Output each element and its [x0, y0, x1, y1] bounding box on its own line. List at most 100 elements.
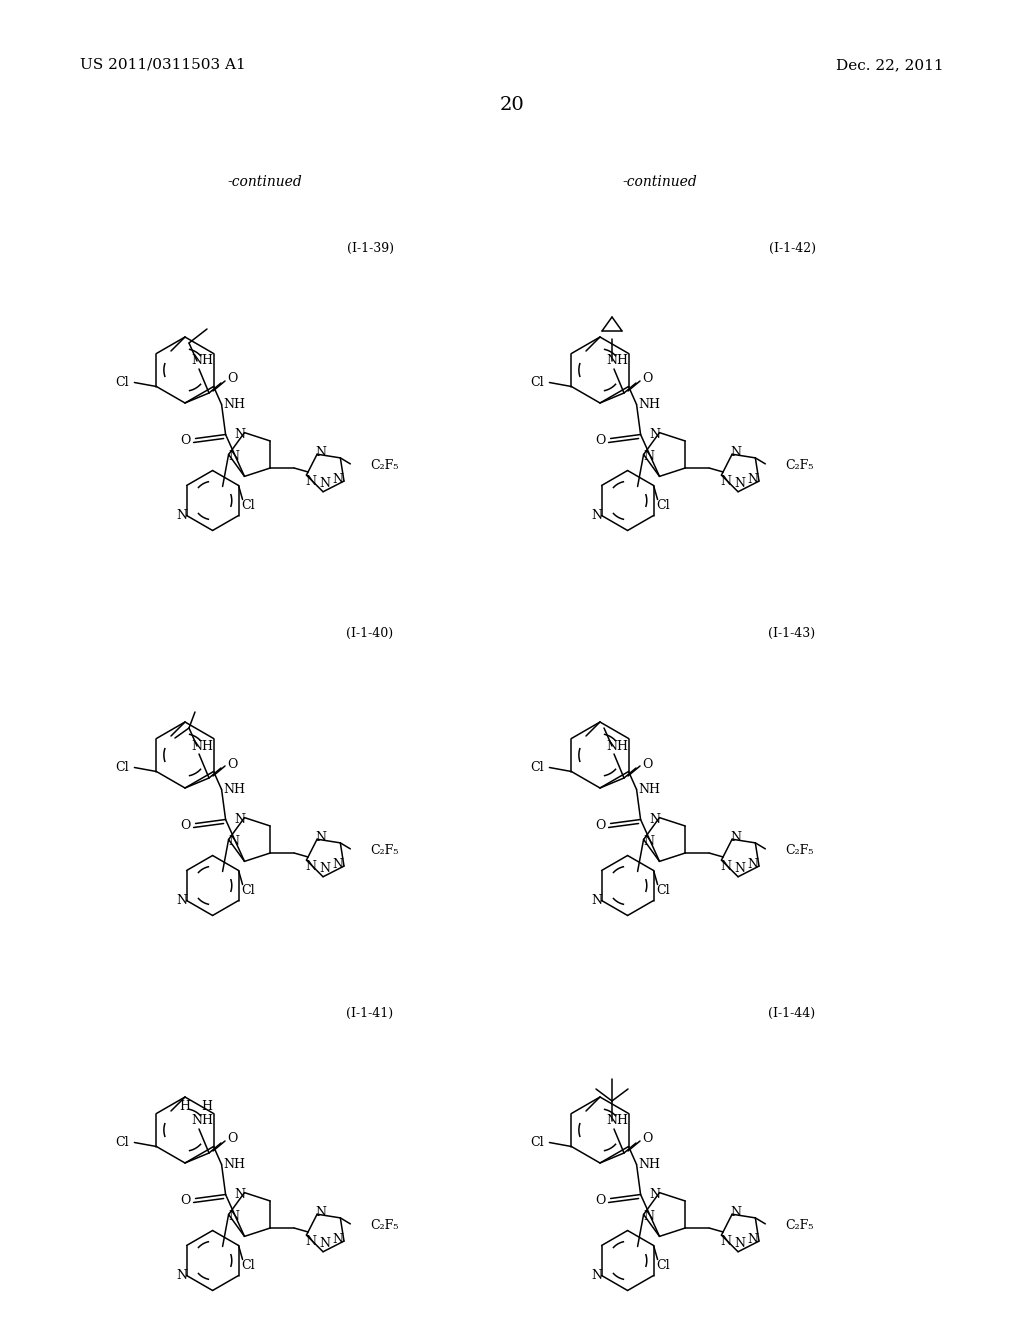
Text: H: H [233, 399, 245, 411]
Text: Cl: Cl [656, 884, 671, 898]
Text: C₂F₅: C₂F₅ [785, 459, 814, 473]
Text: (I-1-39): (I-1-39) [346, 242, 393, 255]
Text: N: N [333, 858, 343, 871]
Text: Cl: Cl [116, 762, 129, 774]
Text: N: N [223, 1158, 234, 1171]
Text: N: N [748, 858, 759, 871]
Text: N: N [315, 446, 327, 458]
Text: O: O [642, 372, 652, 385]
Text: N: N [191, 355, 203, 367]
Text: 20: 20 [500, 96, 524, 114]
Text: N: N [191, 1114, 203, 1127]
Text: N: N [720, 475, 731, 487]
Text: N: N [606, 739, 617, 752]
Text: H: H [202, 1114, 213, 1127]
Text: N: N [639, 1158, 649, 1171]
Text: Cl: Cl [116, 1137, 129, 1148]
Text: Cl: Cl [242, 499, 255, 512]
Text: N: N [643, 1210, 654, 1224]
Text: N: N [748, 473, 759, 486]
Text: N: N [734, 1237, 745, 1250]
Text: H: H [616, 355, 628, 367]
Text: Cl: Cl [530, 1137, 544, 1148]
Text: N: N [319, 478, 331, 490]
Text: H: H [202, 739, 213, 752]
Text: N: N [315, 830, 327, 843]
Text: N: N [305, 475, 316, 487]
Text: N: N [606, 1114, 617, 1127]
Text: N: N [315, 1205, 327, 1218]
Text: N: N [649, 813, 660, 826]
Text: (I-1-44): (I-1-44) [768, 1006, 815, 1019]
Text: O: O [226, 372, 238, 385]
Text: H: H [616, 739, 628, 752]
Text: H: H [616, 1114, 628, 1127]
Text: -continued: -continued [623, 176, 697, 189]
Text: C₂F₅: C₂F₅ [371, 1220, 398, 1233]
Text: O: O [180, 1195, 190, 1206]
Text: N: N [639, 783, 649, 796]
Text: H: H [648, 399, 659, 411]
Text: H: H [202, 1101, 213, 1114]
Text: N: N [606, 355, 617, 367]
Text: N: N [233, 813, 245, 826]
Text: N: N [228, 450, 239, 463]
Text: (I-1-40): (I-1-40) [346, 627, 393, 639]
Text: N: N [591, 510, 602, 521]
Text: H: H [179, 1101, 190, 1114]
Text: N: N [305, 1234, 316, 1247]
Text: O: O [595, 818, 606, 832]
Text: (I-1-43): (I-1-43) [768, 627, 815, 639]
Text: (I-1-41): (I-1-41) [346, 1006, 393, 1019]
Text: N: N [649, 1188, 660, 1201]
Text: C₂F₅: C₂F₅ [785, 845, 814, 858]
Text: N: N [228, 836, 239, 847]
Text: N: N [333, 1233, 343, 1246]
Text: H: H [202, 355, 213, 367]
Text: N: N [720, 1234, 731, 1247]
Text: N: N [223, 399, 234, 411]
Text: C₂F₅: C₂F₅ [371, 845, 398, 858]
Text: O: O [180, 434, 190, 447]
Text: O: O [595, 1195, 606, 1206]
Text: H: H [648, 1158, 659, 1171]
Text: O: O [226, 758, 238, 771]
Text: H: H [233, 1158, 245, 1171]
Text: N: N [176, 894, 187, 907]
Text: N: N [228, 1210, 239, 1224]
Text: N: N [591, 1269, 602, 1282]
Text: N: N [639, 399, 649, 411]
Text: Cl: Cl [242, 1259, 255, 1272]
Text: O: O [180, 818, 190, 832]
Text: Cl: Cl [530, 376, 544, 389]
Text: O: O [595, 434, 606, 447]
Text: N: N [176, 510, 187, 521]
Text: US 2011/0311503 A1: US 2011/0311503 A1 [80, 58, 246, 73]
Text: C₂F₅: C₂F₅ [785, 1220, 814, 1233]
Text: N: N [176, 1269, 187, 1282]
Text: H: H [233, 783, 245, 796]
Text: N: N [734, 478, 745, 490]
Text: N: N [305, 859, 316, 873]
Text: Dec. 22, 2011: Dec. 22, 2011 [837, 58, 944, 73]
Text: N: N [730, 446, 741, 458]
Text: N: N [233, 1188, 245, 1201]
Text: -continued: -continued [227, 176, 302, 189]
Text: Cl: Cl [656, 1259, 671, 1272]
Text: N: N [333, 473, 343, 486]
Text: C₂F₅: C₂F₅ [371, 459, 398, 473]
Text: Cl: Cl [116, 376, 129, 389]
Text: N: N [649, 428, 660, 441]
Text: N: N [319, 1237, 331, 1250]
Text: N: N [720, 859, 731, 873]
Text: N: N [591, 894, 602, 907]
Text: H: H [648, 783, 659, 796]
Text: O: O [642, 1133, 652, 1146]
Text: N: N [730, 830, 741, 843]
Text: O: O [642, 758, 652, 771]
Text: N: N [643, 836, 654, 847]
Text: N: N [191, 739, 203, 752]
Text: N: N [319, 862, 331, 875]
Text: O: O [226, 1133, 238, 1146]
Text: N: N [223, 783, 234, 796]
